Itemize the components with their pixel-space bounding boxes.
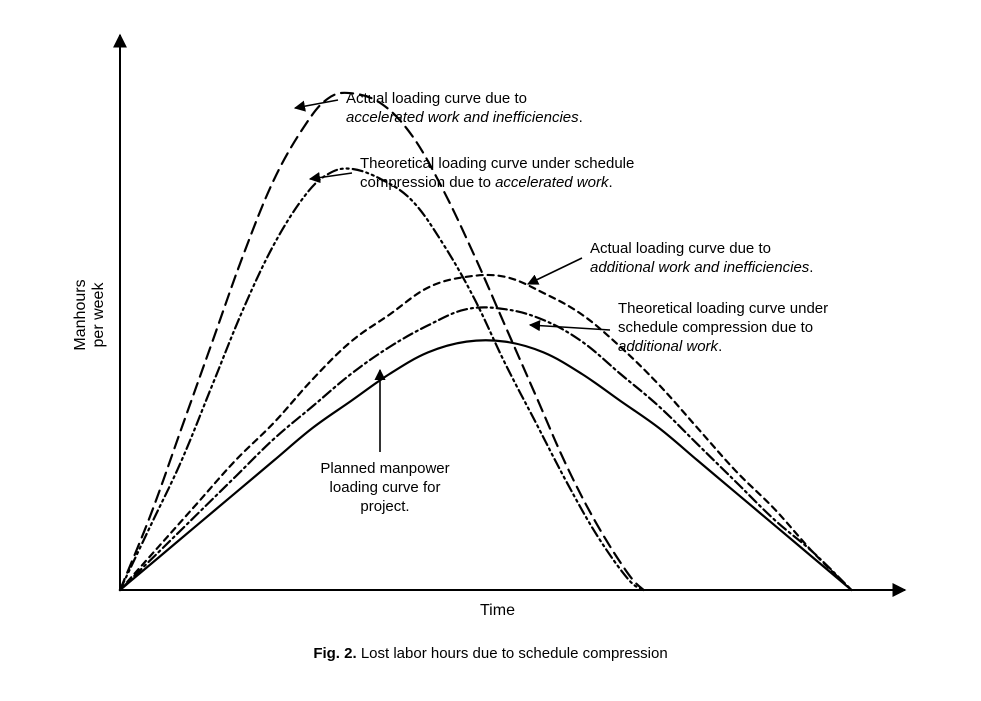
ann_theo_accel: Theoretical loading curve under schedule… — [360, 155, 634, 193]
leader-ann_actual_add — [528, 258, 582, 284]
y-axis-label: Manhours per week — [72, 245, 108, 385]
figure-caption: Fig. 2. Lost labor hours due to schedule… — [0, 645, 981, 662]
ann_actual_add: Actual loading curve due toadditional wo… — [590, 240, 813, 278]
x-axis-label: Time — [480, 602, 515, 620]
ann_theo_add: Theoretical loading curve underschedule … — [618, 300, 828, 356]
ann_actual_accel: Actual loading curve due toaccelerated w… — [346, 90, 583, 128]
figure-stage: Actual loading curve due toaccelerated w… — [0, 0, 981, 701]
leader-ann_theo_accel — [310, 173, 352, 179]
ann_planned: Planned manpowerloading curve forproject… — [300, 460, 470, 516]
leader-ann_actual_accel — [295, 100, 338, 108]
